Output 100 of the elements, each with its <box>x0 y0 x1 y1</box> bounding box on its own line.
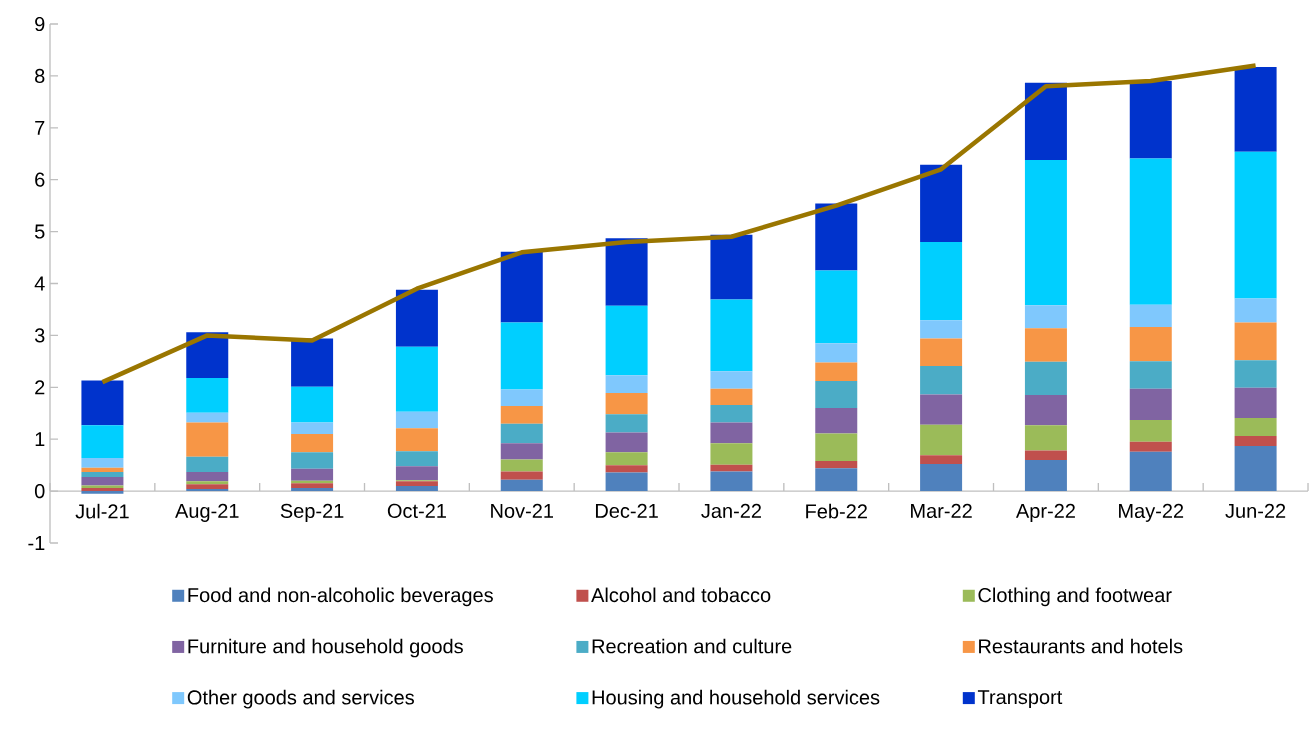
bar <box>186 484 229 490</box>
bar <box>710 299 753 372</box>
bar <box>605 375 648 394</box>
bar <box>605 238 648 306</box>
bar <box>710 388 753 405</box>
bar <box>1234 445 1277 492</box>
bar <box>1129 304 1172 328</box>
bar <box>605 393 648 415</box>
bar <box>186 456 229 472</box>
bar <box>291 452 334 469</box>
x-tick-label: Feb-22 <box>806 503 867 519</box>
legend-label: Transport <box>977 690 1063 709</box>
bar <box>815 362 858 382</box>
bar <box>920 394 963 425</box>
x-tick-label: Oct-21 <box>387 503 446 518</box>
bar <box>500 251 543 323</box>
bar <box>920 320 963 339</box>
bar <box>920 366 963 395</box>
bar <box>186 489 229 492</box>
bar <box>605 472 648 492</box>
bar <box>1234 417 1277 437</box>
bar <box>710 371 753 389</box>
bar <box>186 377 229 413</box>
y-tick-label: 0 <box>34 484 45 499</box>
bar <box>920 164 963 242</box>
bar <box>500 459 543 472</box>
legend-label: Clothing and footwear <box>978 587 1172 607</box>
bar <box>1234 298 1277 323</box>
y-tick-label: -1 <box>28 536 45 550</box>
bar <box>186 422 229 457</box>
bar <box>395 485 438 492</box>
bar <box>815 343 858 363</box>
bar <box>1234 151 1277 299</box>
bar <box>81 487 124 492</box>
bar <box>395 411 438 429</box>
bar <box>1234 322 1277 361</box>
bar <box>291 434 334 453</box>
bar <box>1129 81 1172 159</box>
bar <box>710 422 753 444</box>
bar <box>605 432 648 453</box>
bar <box>81 457 124 468</box>
bar <box>815 203 858 271</box>
bar <box>81 425 124 458</box>
x-tick-label: May-22 <box>1119 503 1184 522</box>
bar <box>395 466 438 481</box>
bar <box>291 487 334 492</box>
bar <box>81 471 124 478</box>
bar <box>500 405 543 424</box>
bar <box>815 433 858 461</box>
bar <box>291 468 334 481</box>
bar <box>1234 67 1277 152</box>
bar <box>500 471 543 480</box>
bar <box>395 428 438 452</box>
bar <box>1129 361 1172 389</box>
y-tick-label: 2 <box>35 380 45 395</box>
x-tick-label: Nov-21 <box>491 503 553 518</box>
x-tick-label: Jan-22 <box>701 503 761 518</box>
bar <box>186 481 229 485</box>
bar <box>710 234 753 300</box>
x-tick-label: Aug-21 <box>175 503 239 522</box>
bar <box>815 408 858 434</box>
x-tick-label: Jul-21 <box>75 503 129 519</box>
bar <box>1129 158 1172 305</box>
legend-label: Furniture and household goods <box>188 638 463 658</box>
bar <box>81 467 124 472</box>
bar <box>1024 159 1067 306</box>
y-tick-label: 1 <box>35 432 45 447</box>
legend-label: Housing and household services <box>592 689 880 709</box>
bar <box>291 338 334 387</box>
bar <box>1024 328 1067 362</box>
bar <box>1129 451 1172 492</box>
bar <box>500 479 543 492</box>
y-tick-label: 7 <box>35 120 45 135</box>
line-series <box>100 63 1258 385</box>
bar <box>605 414 648 433</box>
y-tick-label: 5 <box>34 224 45 239</box>
bar <box>395 289 438 347</box>
bar <box>1024 395 1067 426</box>
legend-label: Other goods and services <box>187 689 414 709</box>
y-tick-label: 9 <box>35 16 45 32</box>
bar <box>186 471 229 482</box>
legend-label: Alcohol and tobacco <box>591 587 771 603</box>
bar <box>395 346 438 412</box>
bar <box>81 477 124 486</box>
bar <box>1024 425 1067 451</box>
bar <box>605 452 648 466</box>
bar <box>500 322 543 390</box>
bar <box>605 305 648 376</box>
x-tick-label: Dec-21 <box>595 503 658 518</box>
bar <box>815 468 858 492</box>
x-tick-label: Sep-21 <box>280 503 344 522</box>
y-tick-label: 8 <box>35 68 45 83</box>
bar <box>920 241 963 321</box>
bar <box>186 412 229 423</box>
bar <box>291 422 334 435</box>
bar <box>920 455 963 465</box>
bar <box>1234 387 1277 418</box>
bar <box>1024 361 1067 396</box>
x-tick-label: Mar-22 <box>911 503 972 518</box>
legend-label: Food and non-alcoholic beverages <box>188 587 493 607</box>
